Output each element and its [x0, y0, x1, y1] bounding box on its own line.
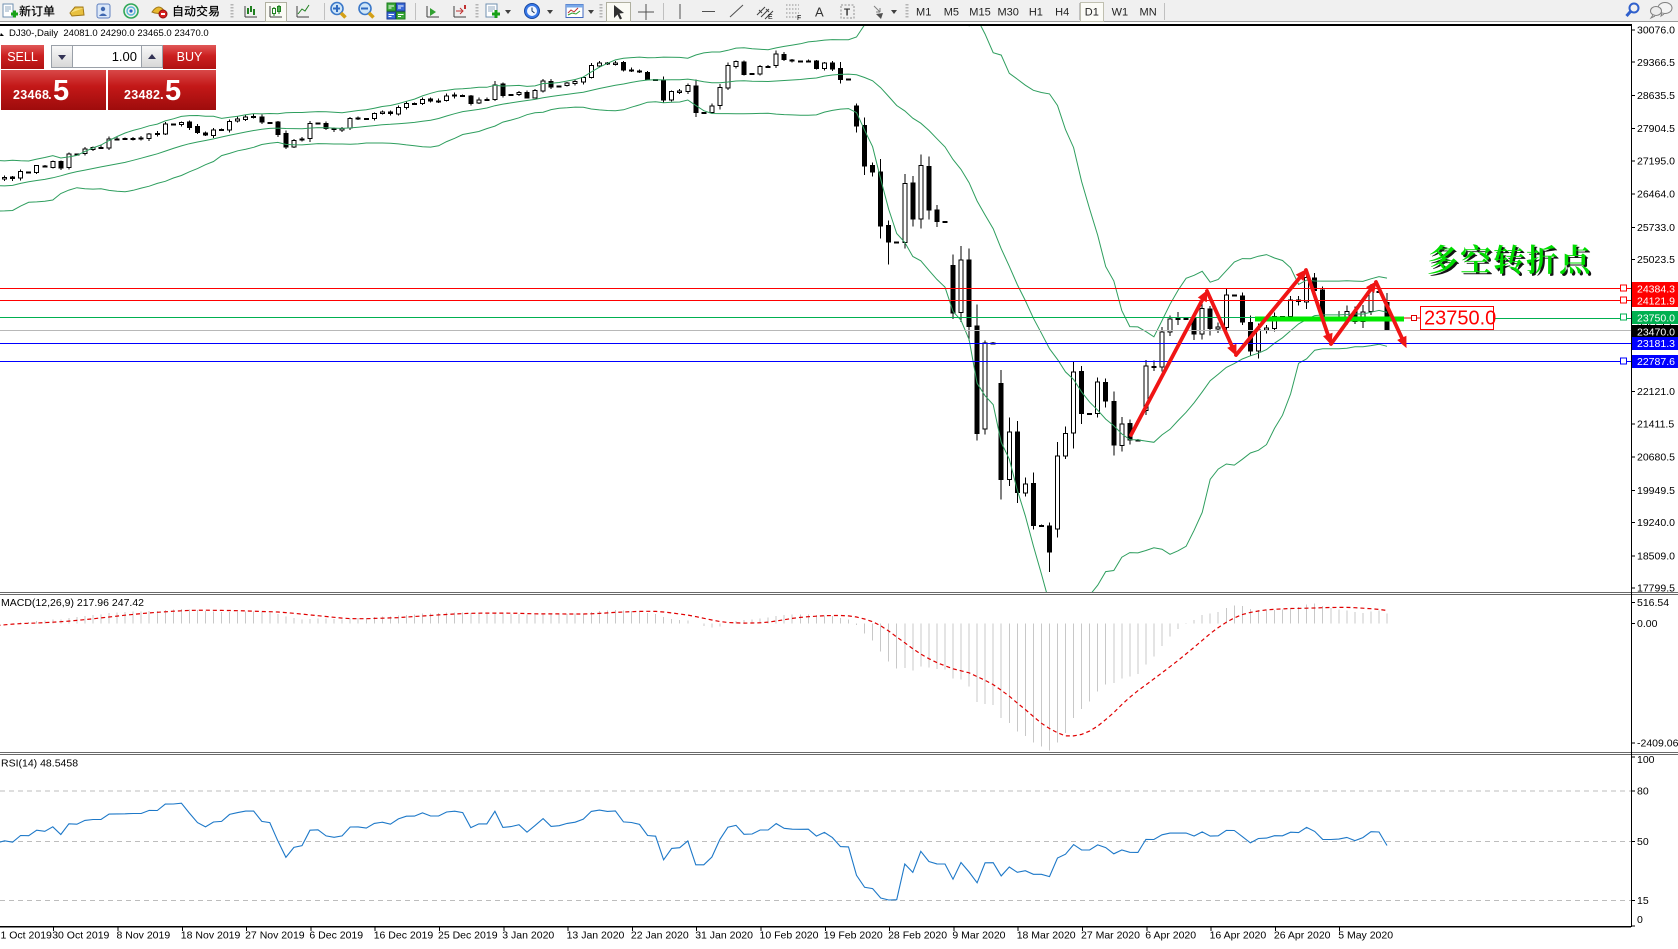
svg-text:23181.3: 23181.3 [1637, 338, 1675, 350]
svg-text:29366.5: 29366.5 [1637, 57, 1675, 69]
svg-text:6 Dec 2019: 6 Dec 2019 [309, 930, 363, 942]
svg-text:23750.0: 23750.0 [1637, 312, 1675, 324]
svg-text:10 Feb 2020: 10 Feb 2020 [760, 930, 819, 942]
svg-text:23470.0: 23470.0 [1637, 326, 1675, 338]
svg-text:19 Feb 2020: 19 Feb 2020 [824, 930, 883, 942]
svg-text:8 Nov 2019: 8 Nov 2019 [117, 930, 171, 942]
svg-text:MACD(12,26,9) 217.96 247.42: MACD(12,26,9) 217.96 247.42 [1, 597, 144, 609]
svg-text:5 May 2020: 5 May 2020 [1338, 930, 1393, 942]
svg-text:24384.3: 24384.3 [1637, 284, 1675, 296]
svg-text:0: 0 [1637, 914, 1643, 926]
svg-text:30 Oct 2019: 30 Oct 2019 [52, 930, 109, 942]
svg-text:22121.0: 22121.0 [1637, 386, 1675, 398]
svg-text:19949.5: 19949.5 [1637, 485, 1675, 497]
svg-text:RSI(14) 48.5458: RSI(14) 48.5458 [1, 758, 78, 770]
svg-text:31 Jan 2020: 31 Jan 2020 [695, 930, 753, 942]
svg-text:0.00: 0.00 [1637, 618, 1658, 630]
svg-text:25023.5: 25023.5 [1637, 254, 1675, 266]
svg-text:18 Nov 2019: 18 Nov 2019 [181, 930, 241, 942]
svg-text:27 Nov 2019: 27 Nov 2019 [245, 930, 305, 942]
svg-text:20680.5: 20680.5 [1637, 452, 1675, 464]
svg-text:24121.9: 24121.9 [1637, 295, 1675, 307]
svg-text:E: E [768, 14, 773, 21]
svg-text:H4: H4 [1055, 7, 1069, 19]
svg-text:A: A [815, 5, 824, 20]
svg-text:28635.5: 28635.5 [1637, 90, 1675, 102]
svg-text:MN: MN [1140, 7, 1157, 19]
svg-text:17799.5: 17799.5 [1637, 583, 1675, 595]
svg-text:F: F [797, 15, 801, 22]
svg-text:19240.0: 19240.0 [1637, 517, 1675, 529]
svg-text:26464.0: 26464.0 [1637, 189, 1675, 201]
svg-text:6 Apr 2020: 6 Apr 2020 [1145, 930, 1196, 942]
svg-text:15: 15 [1637, 895, 1649, 907]
svg-text:100: 100 [1637, 754, 1655, 766]
svg-text:27195.0: 27195.0 [1637, 156, 1675, 168]
svg-text:H1: H1 [1029, 7, 1043, 19]
svg-text:M5: M5 [944, 7, 959, 19]
svg-text:21411.5: 21411.5 [1637, 418, 1674, 430]
svg-text:M30: M30 [997, 7, 1018, 19]
svg-text:1 Oct 2019: 1 Oct 2019 [1, 930, 53, 942]
svg-text:30076.0: 30076.0 [1637, 25, 1675, 37]
svg-text:M15: M15 [969, 7, 990, 19]
svg-text:13 Jan 2020: 13 Jan 2020 [567, 930, 625, 942]
svg-text:18509.0: 18509.0 [1637, 550, 1675, 562]
svg-text:M1: M1 [916, 7, 931, 19]
svg-text:80: 80 [1637, 785, 1649, 797]
svg-text:50: 50 [1637, 836, 1649, 848]
svg-text:18 Mar 2020: 18 Mar 2020 [1017, 930, 1076, 942]
svg-text:22787.6: 22787.6 [1637, 356, 1675, 368]
svg-text:16 Apr 2020: 16 Apr 2020 [1210, 930, 1267, 942]
svg-text:3 Jan 2020: 3 Jan 2020 [502, 930, 554, 942]
svg-text:-2409.06: -2409.06 [1637, 738, 1678, 750]
svg-text:23750.0: 23750.0 [1424, 308, 1496, 330]
svg-text:22 Jan 2020: 22 Jan 2020 [631, 930, 689, 942]
svg-text:9 Mar 2020: 9 Mar 2020 [952, 930, 1005, 942]
svg-text:27904.5: 27904.5 [1637, 123, 1675, 135]
svg-text:16 Dec 2019: 16 Dec 2019 [374, 930, 434, 942]
svg-text:28 Feb 2020: 28 Feb 2020 [888, 930, 947, 942]
svg-text:25 Dec 2019: 25 Dec 2019 [438, 930, 498, 942]
svg-text:26 Apr 2020: 26 Apr 2020 [1274, 930, 1331, 942]
svg-text:25733.0: 25733.0 [1637, 222, 1675, 234]
svg-text:D1: D1 [1085, 7, 1099, 19]
svg-text:516.54: 516.54 [1637, 597, 1669, 609]
svg-text:W1: W1 [1112, 7, 1129, 19]
svg-text:T: T [844, 8, 850, 19]
svg-text:27 Mar 2020: 27 Mar 2020 [1081, 930, 1140, 942]
